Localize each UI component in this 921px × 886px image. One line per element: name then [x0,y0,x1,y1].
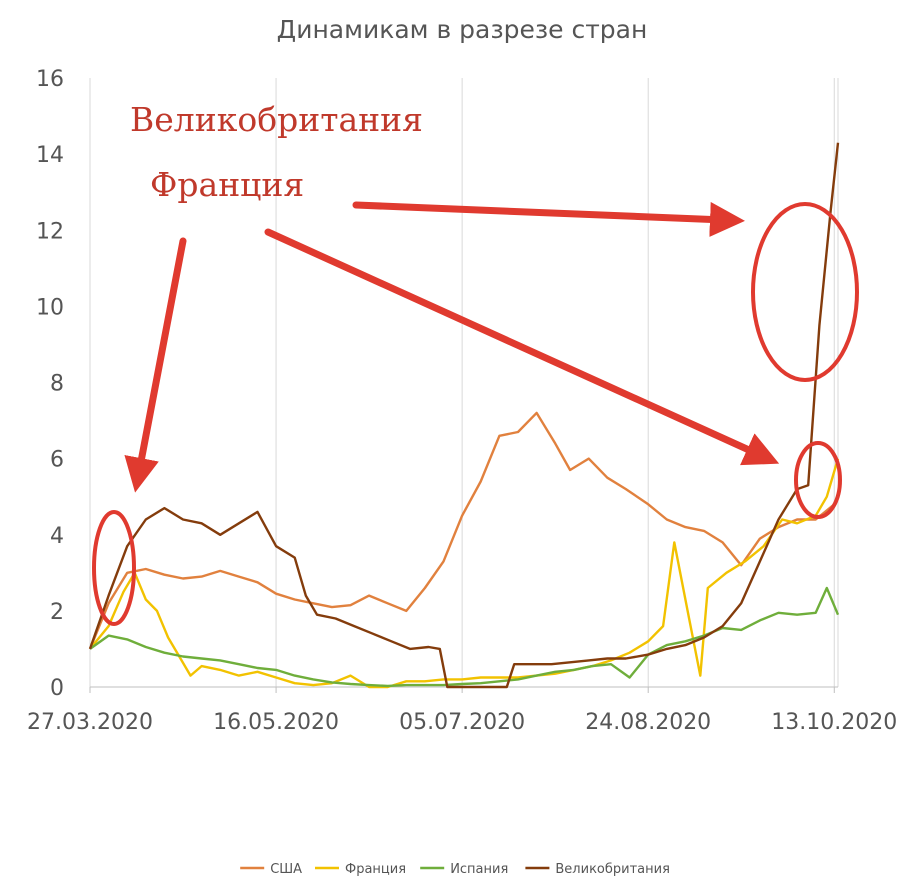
annotation-arrows [124,201,780,493]
arrow-to-left [124,237,187,493]
legend-label-0: США [270,862,302,877]
y-tick-label-1: 2 [50,600,64,625]
x-tick-label-1: 16.05.2020 [213,710,339,735]
y-tick-label-6: 12 [36,219,64,244]
y-tick-label-4: 8 [50,372,64,397]
x-tick-label-2: 05.07.2020 [399,710,525,735]
series-line-3 [88,142,840,689]
series-lines [88,142,840,689]
annotation-ellipse-bottom-right [794,441,842,519]
legend-label-2: Испания [450,862,508,877]
annotation-ellipse-left [92,510,136,626]
annotation-overlay [92,202,859,626]
y-tick-label-3: 6 [50,448,64,473]
x-tick-label-3: 24.08.2020 [585,710,711,735]
y-axis: 0 2 4 6 8 10 12 14 16 [36,67,64,701]
legend-label-3: Великобритания [555,862,670,877]
y-tick-label-8: 16 [36,67,64,92]
arrow-to-bottom-right [264,228,780,466]
annotation-label-france: Франция [150,165,304,204]
chart-title: Динамикам в разрезе стран [277,15,648,44]
arrow-to-top-right [352,201,745,237]
y-tick-label-0: 0 [50,676,64,701]
x-axis: 27.03.2020 16.05.2020 05.07.2020 24.08.2020… [27,686,897,735]
annotation-label-uk: Великобритания [130,100,423,139]
series-line-0 [88,411,836,650]
x-tick-label-0: 27.03.2020 [27,710,153,735]
x-tick-label-4: 13.10.2020 [771,710,897,735]
series-line-1 [89,458,840,689]
annotation-ellipse-top-right [751,202,859,382]
y-tick-label-5: 10 [36,295,64,320]
y-tick-label-7: 14 [36,143,64,168]
series-line-2 [89,586,840,688]
legend: США Франция Испания Великобритания [240,862,670,877]
y-tick-label-2: 4 [50,524,64,549]
legend-label-1: Франция [345,862,406,877]
